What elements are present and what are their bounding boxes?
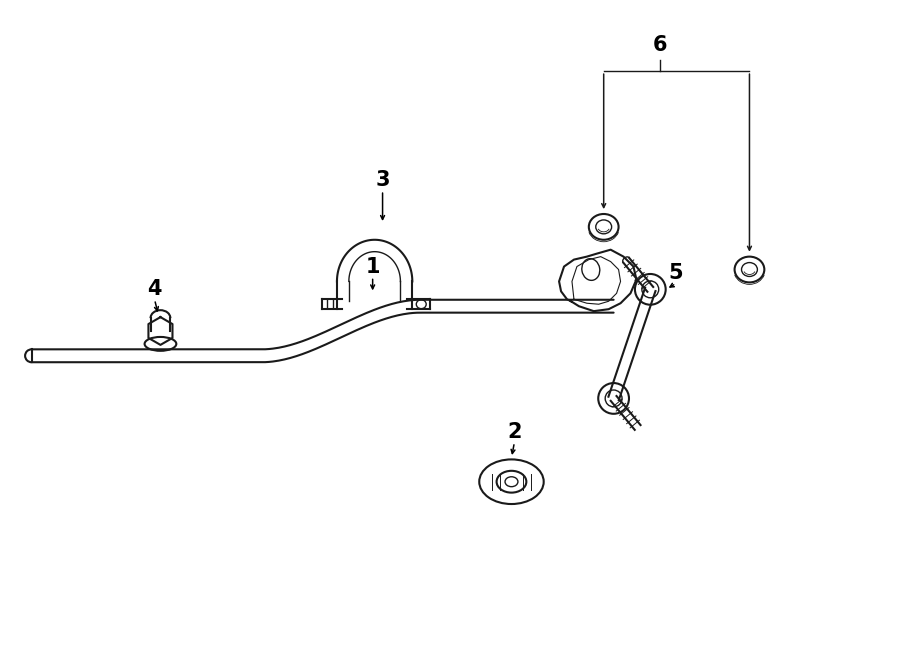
Text: 4: 4 (148, 280, 162, 299)
Text: 3: 3 (375, 171, 390, 190)
Text: 6: 6 (653, 36, 668, 56)
Text: 5: 5 (669, 264, 683, 284)
Text: 1: 1 (365, 256, 380, 276)
Text: 2: 2 (508, 422, 522, 442)
